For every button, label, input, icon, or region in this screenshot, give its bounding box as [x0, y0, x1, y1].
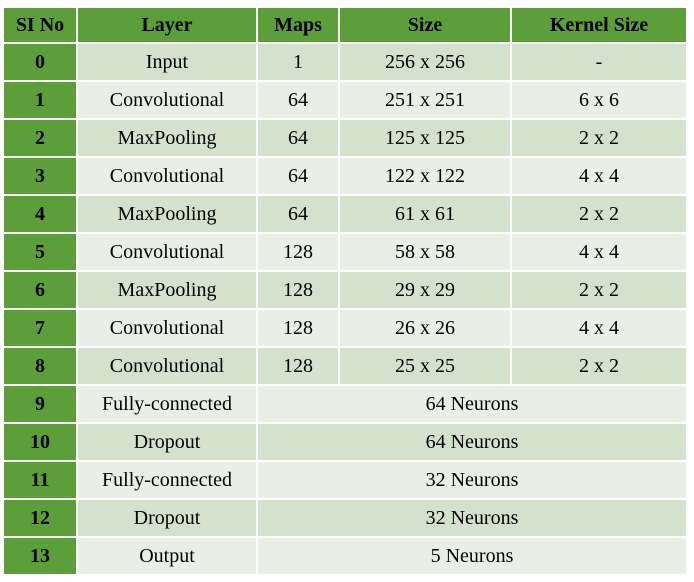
table-row: 4 MaxPooling 64 61 x 61 2 x 2 — [4, 196, 686, 234]
row-si-no: 0 — [4, 44, 78, 82]
row-neurons: 5 Neurons — [258, 538, 686, 576]
row-maps: 64 — [258, 82, 340, 120]
row-si-no: 9 — [4, 386, 78, 424]
table-row: 8 Convolutional 128 25 x 25 2 x 2 — [4, 348, 686, 386]
row-kernel-size: 4 x 4 — [512, 234, 686, 272]
row-kernel-size: 2 x 2 — [512, 120, 686, 158]
row-maps: 64 — [258, 158, 340, 196]
row-neurons: 64 Neurons — [258, 424, 686, 462]
header-row: SI No Layer Maps Size Kernel Size — [4, 8, 686, 44]
table-row: 10 Dropout 64 Neurons — [4, 424, 686, 462]
row-layer: MaxPooling — [78, 120, 258, 158]
row-maps: 128 — [258, 272, 340, 310]
row-layer: MaxPooling — [78, 196, 258, 234]
row-maps: 64 — [258, 196, 340, 234]
row-si-no: 13 — [4, 538, 78, 576]
row-neurons: 32 Neurons — [258, 500, 686, 538]
row-si-no: 12 — [4, 500, 78, 538]
row-maps: 1 — [258, 44, 340, 82]
row-layer: Convolutional — [78, 158, 258, 196]
row-layer: Fully-connected — [78, 386, 258, 424]
header-layer: Layer — [78, 8, 258, 44]
row-layer: Convolutional — [78, 310, 258, 348]
table-row: 6 MaxPooling 128 29 x 29 2 x 2 — [4, 272, 686, 310]
table-container: SI No Layer Maps Size Kernel Size 0 Inpu… — [4, 8, 686, 576]
row-size: 61 x 61 — [340, 196, 512, 234]
table-row: 13 Output 5 Neurons — [4, 538, 686, 576]
row-layer: Input — [78, 44, 258, 82]
row-si-no: 4 — [4, 196, 78, 234]
header-kernel-size: Kernel Size — [512, 8, 686, 44]
table-row: 5 Convolutional 128 58 x 58 4 x 4 — [4, 234, 686, 272]
table-row: 12 Dropout 32 Neurons — [4, 500, 686, 538]
row-layer: Fully-connected — [78, 462, 258, 500]
table-row: 3 Convolutional 64 122 x 122 4 x 4 — [4, 158, 686, 196]
row-si-no: 2 — [4, 120, 78, 158]
row-si-no: 5 — [4, 234, 78, 272]
row-si-no: 6 — [4, 272, 78, 310]
row-size: 25 x 25 — [340, 348, 512, 386]
row-kernel-size: 6 x 6 — [512, 82, 686, 120]
row-size: 256 x 256 — [340, 44, 512, 82]
row-layer: Dropout — [78, 500, 258, 538]
row-size: 122 x 122 — [340, 158, 512, 196]
row-maps: 128 — [258, 348, 340, 386]
row-size: 251 x 251 — [340, 82, 512, 120]
row-kernel-size: 2 x 2 — [512, 196, 686, 234]
row-maps: 64 — [258, 120, 340, 158]
row-layer: Convolutional — [78, 234, 258, 272]
row-si-no: 1 — [4, 82, 78, 120]
row-neurons: 32 Neurons — [258, 462, 686, 500]
row-maps: 128 — [258, 234, 340, 272]
table-row: 9 Fully-connected 64 Neurons — [4, 386, 686, 424]
row-kernel-size: 2 x 2 — [512, 272, 686, 310]
table-row: 7 Convolutional 128 26 x 26 4 x 4 — [4, 310, 686, 348]
row-layer: Output — [78, 538, 258, 576]
row-si-no: 10 — [4, 424, 78, 462]
row-kernel-size: 4 x 4 — [512, 310, 686, 348]
row-layer: Convolutional — [78, 348, 258, 386]
row-layer: Convolutional — [78, 82, 258, 120]
header-si-no: SI No — [4, 8, 78, 44]
row-si-no: 8 — [4, 348, 78, 386]
header-maps: Maps — [258, 8, 340, 44]
row-size: 125 x 125 — [340, 120, 512, 158]
table-row: 2 MaxPooling 64 125 x 125 2 x 2 — [4, 120, 686, 158]
row-size: 58 x 58 — [340, 234, 512, 272]
row-si-no: 3 — [4, 158, 78, 196]
row-si-no: 7 — [4, 310, 78, 348]
table-row: 11 Fully-connected 32 Neurons — [4, 462, 686, 500]
row-si-no: 11 — [4, 462, 78, 500]
cnn-architecture-table: SI No Layer Maps Size Kernel Size 0 Inpu… — [4, 8, 686, 576]
table-header: SI No Layer Maps Size Kernel Size — [4, 8, 686, 44]
row-neurons: 64 Neurons — [258, 386, 686, 424]
row-size: 26 x 26 — [340, 310, 512, 348]
row-kernel-size: 4 x 4 — [512, 158, 686, 196]
table-row: 1 Convolutional 64 251 x 251 6 x 6 — [4, 82, 686, 120]
table-body: 0 Input 1 256 x 256 - 1 Convolutional 64… — [4, 44, 686, 576]
header-size: Size — [340, 8, 512, 44]
row-maps: 128 — [258, 310, 340, 348]
row-layer: MaxPooling — [78, 272, 258, 310]
row-kernel-size: 2 x 2 — [512, 348, 686, 386]
row-kernel-size: - — [512, 44, 686, 82]
row-layer: Dropout — [78, 424, 258, 462]
table-row: 0 Input 1 256 x 256 - — [4, 44, 686, 82]
row-size: 29 x 29 — [340, 272, 512, 310]
